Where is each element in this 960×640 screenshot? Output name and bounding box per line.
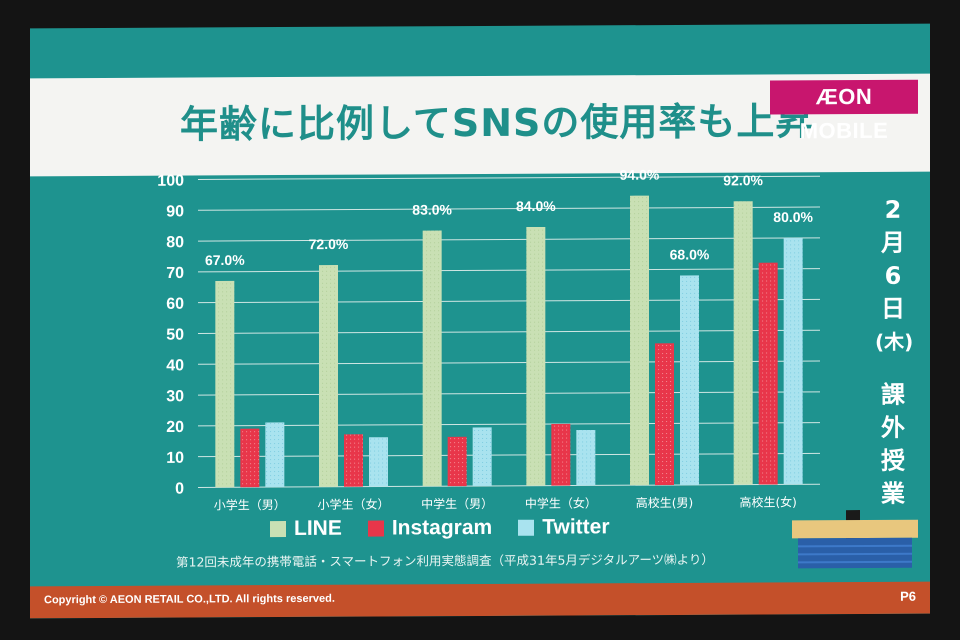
legend-swatch-instagram <box>367 520 384 537</box>
x-tick-label: 小学生（女） <box>317 496 389 511</box>
bar-line-5 <box>733 201 753 485</box>
bar-line-0 <box>215 280 235 488</box>
data-label: 68.0% <box>670 246 710 262</box>
data-label: 83.0% <box>412 202 452 218</box>
gridline <box>198 268 820 273</box>
bar-twitter-2 <box>472 427 492 487</box>
x-tick-label: 中学生（女） <box>525 495 597 510</box>
y-tick-label: 60 <box>166 296 184 313</box>
source-note: 第12回未成年の携帯電話・スマートフォン利用実態調査（平成31年5月デジタルアー… <box>176 551 714 570</box>
gridline <box>198 237 820 242</box>
bar-twitter-5 <box>783 237 803 485</box>
bar-line-2 <box>422 230 442 487</box>
class-char: 外 <box>881 413 905 442</box>
legend-label-instagram: Instagram <box>391 515 493 540</box>
gridline <box>198 422 820 427</box>
date-char: (木) <box>875 329 914 354</box>
legend-label-line: LINE <box>294 516 342 540</box>
bar-instagram-4 <box>655 343 674 486</box>
data-labels: 67.0% 72.0% 83.0% 84.0% 94.0% 68.0% 92.0% 80.0% <box>205 167 814 269</box>
legend-item-twitter: Twitter <box>518 515 610 539</box>
y-tick-label: 0 <box>175 481 184 498</box>
x-axis: 小学生（男） 小学生（女） 中学生（男） 中学生（女） 高校生(男) 高校生(女) <box>214 494 797 512</box>
data-label: 67.0% <box>205 252 245 268</box>
legend-label-twitter: Twitter <box>542 515 610 539</box>
bar-instagram-0 <box>240 428 260 488</box>
y-tick-label: 20 <box>166 419 184 436</box>
y-tick-label: 100 <box>157 173 184 190</box>
date-label: 2 月 6 日 (木) 課 外 授 業 <box>875 194 914 511</box>
bar-twitter-3 <box>576 429 596 486</box>
gridline <box>198 391 820 396</box>
class-char: 課 <box>881 380 905 409</box>
page-number: P6 <box>900 588 916 604</box>
legend-item-instagram: Instagram <box>367 515 493 541</box>
legend-item-line: LINE <box>270 517 342 541</box>
legend-swatch-line <box>270 521 286 538</box>
slide: 年齢に比例してSNSの使用率も上昇 ÆON MOBILE 0 10 20 30 40 50… <box>30 23 930 619</box>
y-tick-label: 30 <box>166 388 184 405</box>
gridline <box>198 298 820 304</box>
x-tick-label: 高校生(男) <box>636 495 693 510</box>
y-axis: 0 10 20 30 40 50 60 70 80 90 100 <box>157 173 184 498</box>
bar-line-4 <box>630 195 649 486</box>
bar-instagram-5 <box>758 262 778 485</box>
gridline <box>198 483 820 488</box>
bar-twitter-1 <box>369 437 388 487</box>
x-tick-label: 高校生(女) <box>739 494 796 509</box>
y-tick-label: 40 <box>166 357 184 374</box>
y-tick-label: 70 <box>166 265 184 282</box>
y-tick-label: 90 <box>166 203 184 220</box>
bar-twitter-0 <box>265 422 285 488</box>
date-char: 2 <box>884 195 902 224</box>
y-tick-label: 50 <box>166 327 184 344</box>
footer-bar: Copyright © AEON RETAIL CO.,LTD. All rig… <box>30 581 930 619</box>
bar-instagram-3 <box>551 423 571 486</box>
y-tick-label: 80 <box>166 234 184 251</box>
gridline <box>198 206 820 211</box>
gridline <box>198 175 820 180</box>
boat-illustration <box>792 510 918 569</box>
bar-instagram-2 <box>447 436 467 487</box>
date-char: 日 <box>881 294 905 323</box>
copyright-text: Copyright © AEON RETAIL CO.,LTD. All rig… <box>44 592 335 607</box>
x-tick-label: 中学生（男） <box>421 496 493 511</box>
data-label: 72.0% <box>309 236 349 252</box>
class-char: 授 <box>881 446 905 475</box>
bars <box>215 195 803 488</box>
date-char: 月 <box>881 228 905 257</box>
legend-swatch-twitter <box>518 519 535 536</box>
class-char: 業 <box>881 479 905 508</box>
data-label: 92.0% <box>723 172 763 188</box>
legend: LINE Instagram Twitter <box>270 515 610 541</box>
bar-twitter-4 <box>680 275 699 485</box>
gridlines <box>198 175 820 488</box>
data-label: 84.0% <box>516 198 556 214</box>
gridline <box>198 329 820 334</box>
date-char: 6 <box>884 261 902 290</box>
bar-chart: 0 10 20 30 40 50 60 70 80 90 100 67.0% 72.0% 83.0% 84… <box>157 167 820 512</box>
gridline <box>198 452 820 458</box>
x-tick-label: 小学生（男） <box>214 497 286 512</box>
y-tick-label: 10 <box>166 450 184 467</box>
bar-line-1 <box>319 264 338 487</box>
gridline <box>198 360 820 365</box>
bar-instagram-1 <box>344 434 363 487</box>
data-label: 94.0% <box>620 167 660 183</box>
bar-line-3 <box>526 226 546 486</box>
data-label: 80.0% <box>773 209 813 225</box>
